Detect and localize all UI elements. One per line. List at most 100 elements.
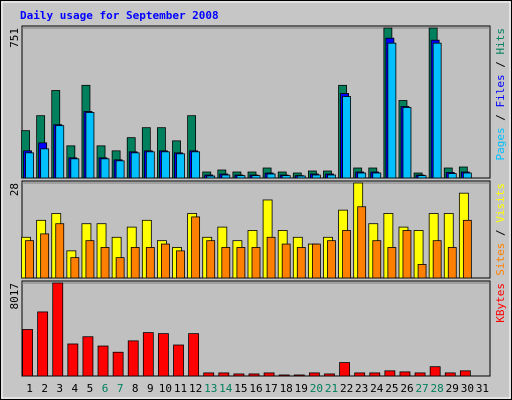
bar — [40, 148, 50, 179]
x-tick-label: 23 — [355, 382, 368, 395]
x-tick-label: 5 — [87, 382, 94, 395]
bar — [112, 351, 124, 377]
bar — [70, 257, 80, 279]
bar — [444, 372, 456, 377]
bar — [251, 247, 261, 279]
bar — [67, 343, 79, 377]
bar — [342, 230, 351, 279]
x-tick-label: 15 — [234, 382, 247, 395]
x-tick-label: 29 — [446, 382, 459, 395]
legend-entry: Visits — [494, 183, 507, 223]
bar — [357, 172, 367, 179]
bar — [218, 372, 230, 377]
bar — [327, 240, 336, 279]
x-tick-label: 10 — [159, 382, 172, 395]
bar — [37, 311, 49, 377]
bar — [296, 175, 306, 179]
legend-separator: / — [494, 223, 507, 243]
bar — [447, 247, 457, 279]
bar — [387, 42, 397, 179]
x-tick-label: 17 — [264, 382, 277, 395]
bar — [462, 219, 472, 279]
bar — [357, 206, 367, 279]
bar — [158, 333, 169, 377]
x-tick-label: 12 — [189, 382, 202, 395]
bar — [85, 240, 95, 279]
x-tick-label: 13 — [204, 382, 217, 395]
bar — [402, 230, 412, 279]
legend-entry: Pages — [494, 127, 507, 160]
bar — [311, 243, 321, 279]
bar — [173, 344, 184, 377]
bar — [414, 372, 426, 377]
x-tick-label: 9 — [147, 382, 154, 395]
bar — [142, 332, 154, 377]
bar — [462, 172, 472, 179]
bar — [327, 174, 336, 179]
bar — [82, 336, 94, 377]
x-tick-label: 11 — [174, 382, 187, 395]
x-tick-label: 2 — [41, 382, 48, 395]
x-tick-label: 22 — [340, 382, 353, 395]
bar — [221, 247, 231, 279]
bar — [399, 371, 411, 377]
bar — [191, 151, 201, 179]
legend-separator: / — [494, 108, 507, 128]
bar — [354, 372, 366, 377]
bar — [281, 243, 291, 279]
bar — [447, 173, 457, 179]
bar — [311, 174, 321, 179]
bar — [417, 175, 427, 179]
y-tick-label: 28 — [8, 183, 21, 196]
x-tick-label: 28 — [431, 382, 444, 395]
bar — [161, 151, 170, 179]
bar — [369, 372, 381, 377]
y-tick-label: 751 — [8, 28, 21, 48]
y-tick-label: 8017 — [8, 283, 21, 310]
bar — [372, 172, 382, 179]
bar — [85, 112, 95, 179]
bar — [203, 372, 215, 377]
bar — [293, 374, 305, 377]
bar — [176, 250, 185, 279]
legend: Sites / Visits — [494, 183, 507, 276]
x-tick-label: 27 — [415, 382, 428, 395]
bar — [52, 282, 64, 377]
bar — [145, 151, 155, 179]
bar — [432, 42, 442, 179]
bar — [248, 373, 260, 377]
bar — [115, 160, 125, 179]
bar — [266, 173, 276, 179]
bar — [176, 153, 185, 179]
legend-entry: Files — [494, 74, 507, 107]
bar — [100, 158, 110, 179]
bar — [130, 152, 140, 179]
legend: Pages / Files / Hits — [494, 28, 507, 161]
bar — [402, 107, 412, 179]
bar — [55, 125, 65, 179]
x-tick-label: 16 — [249, 382, 262, 395]
bar — [432, 240, 442, 279]
bar — [372, 240, 382, 279]
bar — [100, 247, 110, 279]
x-tick-label: 1 — [26, 382, 33, 395]
bar — [296, 247, 306, 279]
x-tick-label: 20 — [310, 382, 323, 395]
bar — [70, 158, 80, 179]
bar — [384, 370, 396, 377]
bar — [263, 372, 275, 377]
x-tick-label: 31 — [476, 382, 489, 395]
x-tick-label: 6 — [102, 382, 109, 395]
bar — [25, 152, 34, 179]
x-tick-label: 8 — [132, 382, 139, 395]
legend-entry: Hits — [494, 28, 507, 55]
x-tick-label: 26 — [400, 382, 413, 395]
x-tick-label: 19 — [295, 382, 308, 395]
legend-entry: KBytes — [494, 283, 507, 323]
bar — [233, 373, 245, 377]
bar — [206, 175, 216, 179]
bar — [191, 216, 201, 279]
bar — [278, 374, 290, 377]
x-tick-label: 25 — [385, 382, 398, 395]
